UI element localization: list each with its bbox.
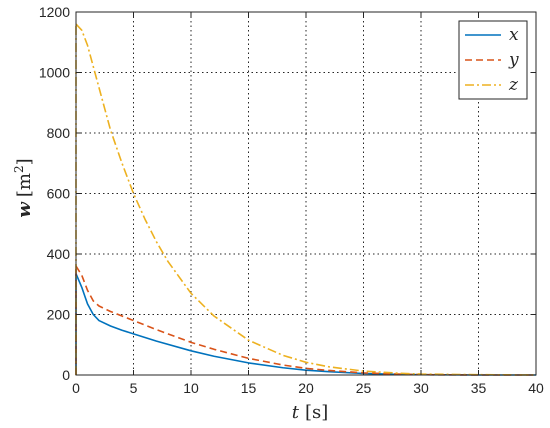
y-tick-label: 0	[62, 367, 70, 383]
legend: xyz	[458, 20, 528, 100]
series-line-z	[75, 23, 537, 376]
x-tick-label: 0	[72, 380, 80, 396]
y-tick-label: 200	[47, 307, 71, 323]
y-axis-unit-sup: 2	[12, 165, 26, 173]
x-tick-label: 35	[471, 380, 487, 396]
y-axis-symbol: w	[14, 201, 35, 218]
x-tick-label: 20	[298, 380, 314, 396]
axis-ticks	[75, 11, 537, 376]
x-axis-symbol: t	[292, 402, 300, 423]
legend-label-x: x	[509, 25, 519, 45]
y-axis-unit-close: ]	[14, 158, 35, 165]
x-tick-label: 5	[130, 380, 138, 396]
y-tick-label: 1000	[39, 65, 70, 81]
legend-label-z: z	[508, 75, 519, 95]
series-line-x	[75, 273, 536, 376]
x-tick-label: 15	[241, 380, 257, 396]
series-line-y	[75, 265, 536, 376]
legend-label-y: y	[508, 50, 519, 70]
x-axis-unit: [s]	[305, 402, 328, 423]
x-axis-label: t [s]	[292, 402, 329, 423]
y-tick-label: 1200	[39, 4, 70, 20]
y-axis-unit-open: [m	[14, 173, 35, 197]
x-tick-label: 10	[183, 380, 199, 396]
y-tick-label: 800	[47, 125, 71, 141]
y-tick-label: 400	[47, 246, 71, 262]
y-axis-label: w [m2]	[12, 158, 35, 217]
x-tick-label: 30	[413, 380, 429, 396]
x-tick-label: 25	[356, 380, 372, 396]
y-tick-label: 600	[47, 186, 71, 202]
x-tick-label: 40	[528, 380, 544, 396]
